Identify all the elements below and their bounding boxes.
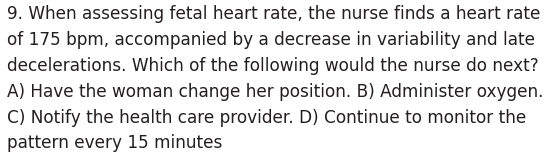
Text: of 175 bpm, accompanied by a decrease in variability and late: of 175 bpm, accompanied by a decrease in… [7,31,535,49]
Text: decelerations. Which of the following would the nurse do next?: decelerations. Which of the following wo… [7,57,538,75]
Text: 9. When assessing fetal heart rate, the nurse finds a heart rate: 9. When assessing fetal heart rate, the … [7,5,540,23]
Text: A) Have the woman change her position. B) Administer oxygen.: A) Have the woman change her position. B… [7,83,543,101]
Text: pattern every 15 minutes: pattern every 15 minutes [7,134,222,152]
Text: C) Notify the health care provider. D) Continue to monitor the: C) Notify the health care provider. D) C… [7,109,526,127]
